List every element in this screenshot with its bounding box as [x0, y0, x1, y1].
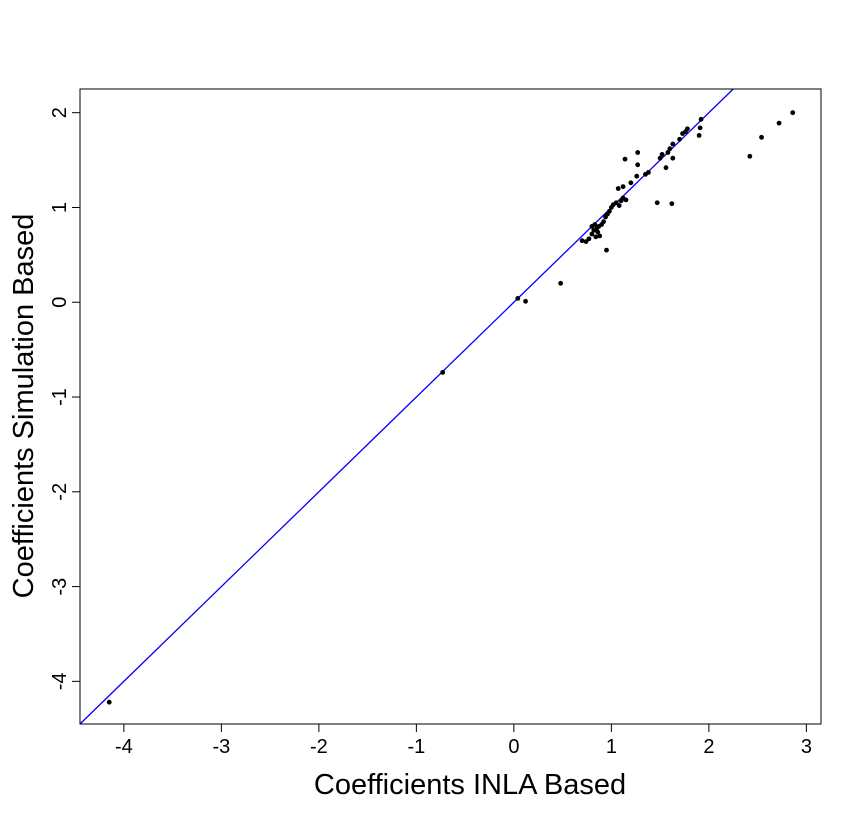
data-point	[659, 151, 665, 157]
y-tick-label: 1	[49, 202, 71, 213]
data-point	[593, 234, 599, 240]
reference-line	[79, 88, 734, 725]
x-tick-label: -2	[310, 736, 328, 758]
data-point	[106, 699, 112, 705]
data-point	[665, 150, 671, 155]
data-point	[523, 298, 528, 304]
data-point	[616, 203, 622, 208]
data-point	[635, 162, 641, 168]
data-point	[663, 165, 669, 171]
data-point	[657, 155, 663, 161]
data-point	[759, 134, 764, 140]
data-point	[592, 222, 598, 227]
data-point	[622, 156, 628, 162]
data-point	[670, 141, 676, 147]
data-point	[677, 136, 683, 142]
data-point	[595, 229, 601, 235]
data-point	[634, 173, 640, 179]
data-point	[646, 170, 651, 175]
y-axis: -4 -3 -2 -1 0 1 2	[49, 107, 81, 690]
data-point	[586, 236, 592, 242]
y-tick-label: -3	[49, 578, 71, 596]
x-tick-label: -1	[407, 736, 425, 758]
y-tick-label: -2	[49, 483, 71, 501]
data-point	[697, 125, 703, 131]
data-point	[558, 280, 564, 286]
data-point	[654, 200, 660, 206]
reference-line-layer	[79, 88, 734, 725]
data-point	[685, 126, 690, 132]
data-point	[620, 184, 626, 190]
y-axis-label: Coefficients Simulation Based	[8, 214, 40, 599]
x-tick-label: 3	[801, 736, 812, 758]
data-point	[597, 233, 603, 239]
x-tick-label: 2	[703, 736, 714, 758]
data-point	[515, 296, 521, 301]
data-point	[440, 369, 446, 375]
x-tick-label: 1	[606, 736, 617, 758]
data-point	[669, 201, 675, 207]
data-point	[623, 197, 629, 203]
x-tick-label: 0	[508, 736, 519, 758]
data-point	[696, 133, 702, 138]
data-point	[670, 155, 676, 161]
data-point	[747, 153, 753, 159]
plot-frame	[79, 88, 822, 725]
data-point	[698, 116, 704, 122]
data-point	[607, 208, 612, 214]
y-tick-label: -1	[49, 388, 71, 406]
y-tick-label: 0	[49, 297, 71, 308]
y-tick-label: -4	[49, 672, 71, 690]
y-tick-label: 2	[49, 107, 71, 118]
data-point	[635, 150, 641, 155]
data-point	[589, 231, 595, 237]
data-point	[604, 247, 609, 253]
x-tick-label: -4	[115, 736, 133, 758]
data-point	[579, 238, 585, 244]
points-layer	[106, 110, 796, 705]
data-point	[776, 120, 782, 126]
x-axis: -4 -3 -2 -1 0 1 2 3	[115, 723, 812, 758]
data-point	[601, 219, 606, 225]
data-point	[628, 180, 634, 186]
data-point	[667, 146, 673, 152]
data-point	[615, 186, 621, 191]
x-axis-label: Coefficients INLA Based	[314, 769, 626, 801]
x-tick-label: -3	[212, 736, 230, 758]
data-point	[790, 110, 796, 116]
